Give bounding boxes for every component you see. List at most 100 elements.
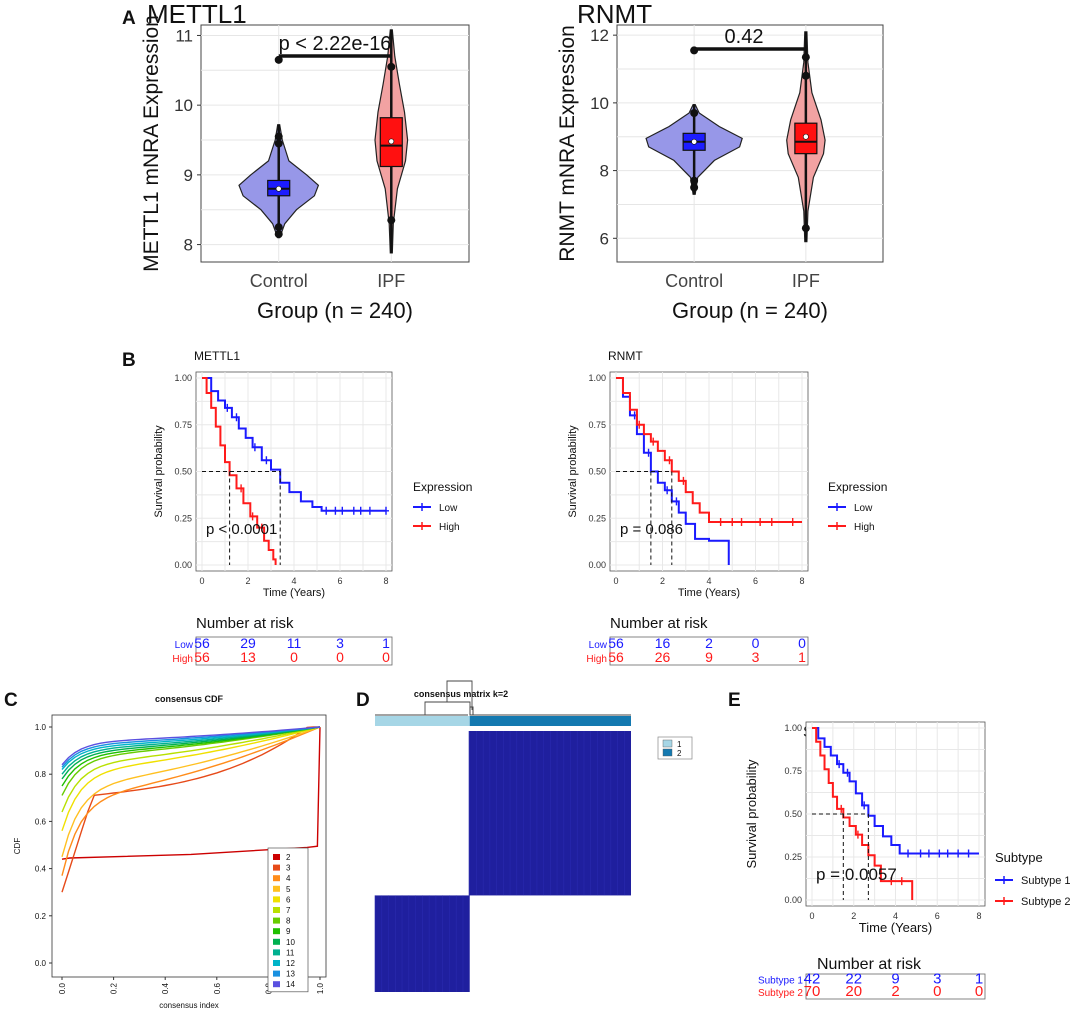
censor-mark <box>323 506 330 515</box>
y-tick-label: 10 <box>174 96 193 115</box>
legend-swatch <box>662 748 673 757</box>
legend-label: 6 <box>286 895 291 904</box>
risk-row-label: Low <box>589 640 608 651</box>
x-axis-label: Time (Years) <box>263 587 325 599</box>
risk-table-frame <box>195 636 393 666</box>
mean-point <box>275 185 282 192</box>
x-tick-label: 2 <box>851 911 856 921</box>
censor-mark <box>898 877 905 886</box>
km-curve-subtype-1 <box>812 727 979 855</box>
censor-mark <box>238 484 245 493</box>
risk-value: 70 <box>804 983 821 1000</box>
y-tick-label: 0.25 <box>784 852 802 862</box>
legend-title: Subtype <box>995 850 1043 865</box>
legend-label: High <box>854 522 875 533</box>
censor-mark <box>673 497 680 506</box>
x-axis-label: consensus index <box>159 1001 219 1010</box>
chart-title: METTL1 <box>194 349 240 363</box>
censor-mark <box>861 801 868 810</box>
risk-value: 0 <box>382 649 390 665</box>
p-value-label: p = 0.0057 <box>816 865 897 884</box>
risk-value: 9 <box>705 649 713 665</box>
y-tick-label: 0.50 <box>784 809 802 819</box>
mean-point <box>388 138 395 145</box>
legend-label: Low <box>439 503 458 514</box>
dendrogram <box>469 706 474 716</box>
outlier-point <box>690 183 699 192</box>
risk-row-label: Subtype 1 <box>758 976 803 987</box>
censor-mark <box>339 506 346 515</box>
risk-value: 56 <box>608 649 624 665</box>
legend-swatch <box>273 854 280 860</box>
censor-mark <box>717 517 724 526</box>
x-tick-label: 4 <box>706 576 711 586</box>
censor-mark <box>258 523 265 532</box>
risk-table-frame <box>805 973 986 1000</box>
legend-label: Subtype 2 <box>1021 896 1071 908</box>
y-tick-label: 0.8 <box>35 770 47 779</box>
p-value-label: p < 0.0001 <box>206 521 277 538</box>
y-tick-label: 0.0 <box>35 959 47 968</box>
y-axis-label: Survival probability <box>744 759 759 869</box>
legend-swatch <box>273 938 280 945</box>
risk-value: 1 <box>798 649 806 665</box>
risk-value: 56 <box>194 649 210 665</box>
y-tick-label: 0.50 <box>588 467 606 477</box>
legend-swatch <box>273 875 280 882</box>
panel-label-e: E <box>728 690 741 711</box>
y-tick-label: 0.2 <box>35 912 47 921</box>
legend-title: Expression <box>413 480 472 494</box>
km-plot-mettl1: METTL1 0.00 0.25 0.50 0.75 1.00 0 2 4 6 8 p < 0.000… <box>153 349 472 666</box>
x-tick-label: 0 <box>809 911 814 921</box>
outlier-point <box>801 71 810 80</box>
censor-mark <box>332 506 339 515</box>
consensus-matrix-plot: consensus matrix k=2 12 <box>374 680 693 992</box>
cluster-bar-1 <box>375 716 470 726</box>
legend-swatch <box>273 928 280 935</box>
legend-label: 11 <box>286 948 295 957</box>
legend-label: 12 <box>286 959 295 968</box>
km-curve-subtype-2 <box>812 727 914 900</box>
outlier-point <box>274 230 283 239</box>
mean-point <box>802 133 809 140</box>
censor-mark <box>666 456 673 465</box>
legend-label: 3 <box>286 864 291 873</box>
x-tick-label: 2 <box>660 576 665 586</box>
y-tick-label: 0.75 <box>784 766 802 776</box>
x-tick-label: 0.6 <box>213 982 222 994</box>
mean-point <box>691 138 698 145</box>
risk-value: 56 <box>194 635 210 651</box>
y-tick-label: 0.50 <box>174 467 192 477</box>
legend-swatch <box>273 896 280 903</box>
risk-value: 0 <box>933 983 941 1000</box>
y-tick-label: 0.75 <box>174 420 192 430</box>
censor-mark <box>224 403 231 412</box>
dendrogram <box>424 701 471 715</box>
outlier-point <box>801 224 810 233</box>
risk-value: 2 <box>705 635 713 651</box>
outlier-point <box>274 132 283 141</box>
x-tick-label: 0 <box>613 576 618 586</box>
censor-mark <box>650 437 657 446</box>
y-tick-label: 1.00 <box>784 723 802 733</box>
censor-mark <box>350 506 357 515</box>
legend-swatch <box>662 739 673 748</box>
x-tick-label: 0.0 <box>58 982 67 994</box>
y-tick-label: 0.6 <box>35 817 47 826</box>
censor-mark <box>263 456 270 465</box>
km-plot-subtype: Subtype 0.00 0.25 0.50 0.75 1.00 0 2 4 6 8 p = 0.00… <box>744 721 1071 1000</box>
legend-swatch <box>273 970 280 977</box>
x-tick-label: IPF <box>377 271 405 291</box>
km-plot-rnmt: RNMT 0.00 0.25 0.50 0.75 1.00 0 2 4 6 8 p = 0.086 Su… <box>567 349 887 666</box>
y-axis-label: METTL1 mNRA Expression <box>140 15 163 272</box>
chart-title: RNMT <box>577 0 652 29</box>
x-axis-label: Time (Years) <box>678 587 740 599</box>
y-tick-label: 8 <box>184 236 193 255</box>
censor-mark <box>757 517 764 526</box>
risk-value: 9 <box>891 971 899 988</box>
x-tick-label: 4 <box>893 911 898 921</box>
y-tick-label: 1.00 <box>588 373 606 383</box>
plot-frame <box>200 24 470 263</box>
legend-swatch <box>273 907 280 913</box>
x-tick-label: 6 <box>935 911 940 921</box>
